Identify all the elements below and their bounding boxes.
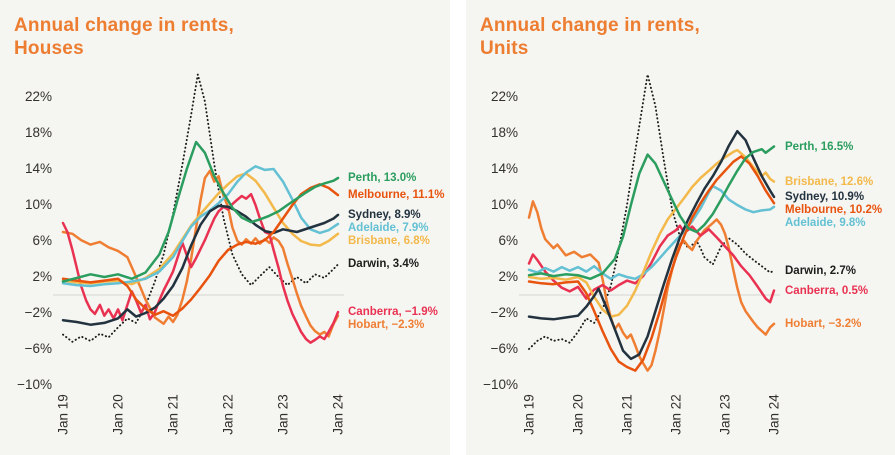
units-chart-panel: Annual change in rents, Units 22% 18% 14% 1… [466, 0, 895, 455]
darwin-label: Darwin, 3.4% [348, 258, 419, 271]
perth-line [61, 140, 340, 283]
brisbane-label: Brisbane, 6.8% [348, 234, 430, 247]
y-tick-label: 18% [490, 125, 518, 140]
y-tick-label: 6% [32, 233, 52, 248]
melbourne-label: Melbourne, 11.1% [348, 189, 445, 202]
y-tick-label: 10% [24, 197, 52, 212]
y-tick-label: 22% [490, 89, 518, 104]
hobart-label: Hobart, −3.2% [785, 317, 862, 330]
y-tick-label: −10% [483, 377, 518, 392]
canberra-line [61, 192, 340, 344]
y-tick-label: 2% [32, 269, 52, 284]
y-tick-label: 14% [490, 161, 518, 176]
melbourne-line [527, 155, 776, 372]
y-tick-label: −2% [490, 305, 518, 320]
plot-canvas [519, 73, 780, 372]
x-tick-label: Jan 23 [717, 394, 733, 435]
houses-chart-title: Annual change in rents, Houses [14, 14, 234, 60]
x-tick-label: Jan 19 [55, 394, 71, 435]
perth-label: Perth, 13.0% [348, 172, 417, 184]
sydney-label: Sydney, 8.9% [348, 208, 421, 221]
houses-title-line2: Houses [14, 38, 84, 59]
y-tick-label: −6% [490, 341, 518, 356]
houses-chart-panel: Annual change in rents, Houses 22% 18% 14%… [0, 0, 450, 455]
darwin-line [62, 73, 339, 343]
y-tick-label: 2% [498, 269, 518, 284]
y-tick-label: 6% [498, 233, 518, 248]
plot-canvas [53, 73, 344, 344]
x-tick-label: Jan 22 [220, 394, 236, 435]
x-tick-label: Jan 21 [165, 394, 181, 435]
x-tick-label: Jan 23 [275, 394, 291, 435]
houses-title-line1: Annual change in rents, [14, 15, 234, 36]
units-chart-title: Annual change in rents, Units [480, 14, 700, 60]
y-tick-label: 14% [24, 161, 52, 176]
x-tick-label: Jan 24 [766, 394, 782, 435]
x-tick-label: Jan 20 [570, 394, 586, 435]
y-tick-label: 22% [24, 89, 52, 104]
units-title-line2: Units [480, 38, 529, 59]
x-tick-label: Jan 22 [668, 394, 684, 435]
y-tick-label: 18% [24, 125, 52, 140]
y-tick-label: −10% [17, 377, 52, 392]
brisbane-line [61, 172, 340, 286]
canberra-label: Canberra, −1.9% [348, 306, 438, 319]
hobart-line [527, 200, 776, 372]
y-tick-label: −2% [24, 305, 52, 320]
brisbane-label: Brisbane, 12.6% [785, 175, 874, 188]
canberra-line [527, 224, 776, 304]
perth-line [527, 145, 776, 281]
x-tick-label: Jan 19 [521, 394, 537, 435]
hobart-line [61, 169, 340, 338]
sydney-line [527, 129, 776, 361]
units-title-line1: Annual change in rents, [480, 15, 700, 36]
melbourne-line [61, 183, 340, 317]
perth-label: Perth, 16.5% [785, 140, 854, 153]
x-tick-label: Jan 21 [619, 394, 635, 435]
darwin-label: Darwin, 2.7% [785, 264, 856, 277]
y-tick-label: −6% [24, 341, 52, 356]
sydney-line [61, 204, 340, 326]
x-tick-label: Jan 24 [330, 394, 346, 435]
y-tick-label: 10% [490, 197, 518, 212]
darwin-line [528, 73, 775, 350]
adelaide-line [527, 184, 776, 281]
adelaide-label: Adelaide, 9.8% [785, 216, 866, 229]
hobart-label: Hobart, −2.3% [348, 319, 425, 332]
sydney-label: Sydney, 10.9% [785, 190, 865, 203]
adelaide-label: Adelaide, 7.9% [348, 221, 429, 234]
x-tick-label: Jan 20 [110, 394, 126, 435]
melbourne-label: Melbourne, 10.2% [785, 203, 883, 216]
canberra-label: Canberra, 0.5% [785, 284, 869, 297]
